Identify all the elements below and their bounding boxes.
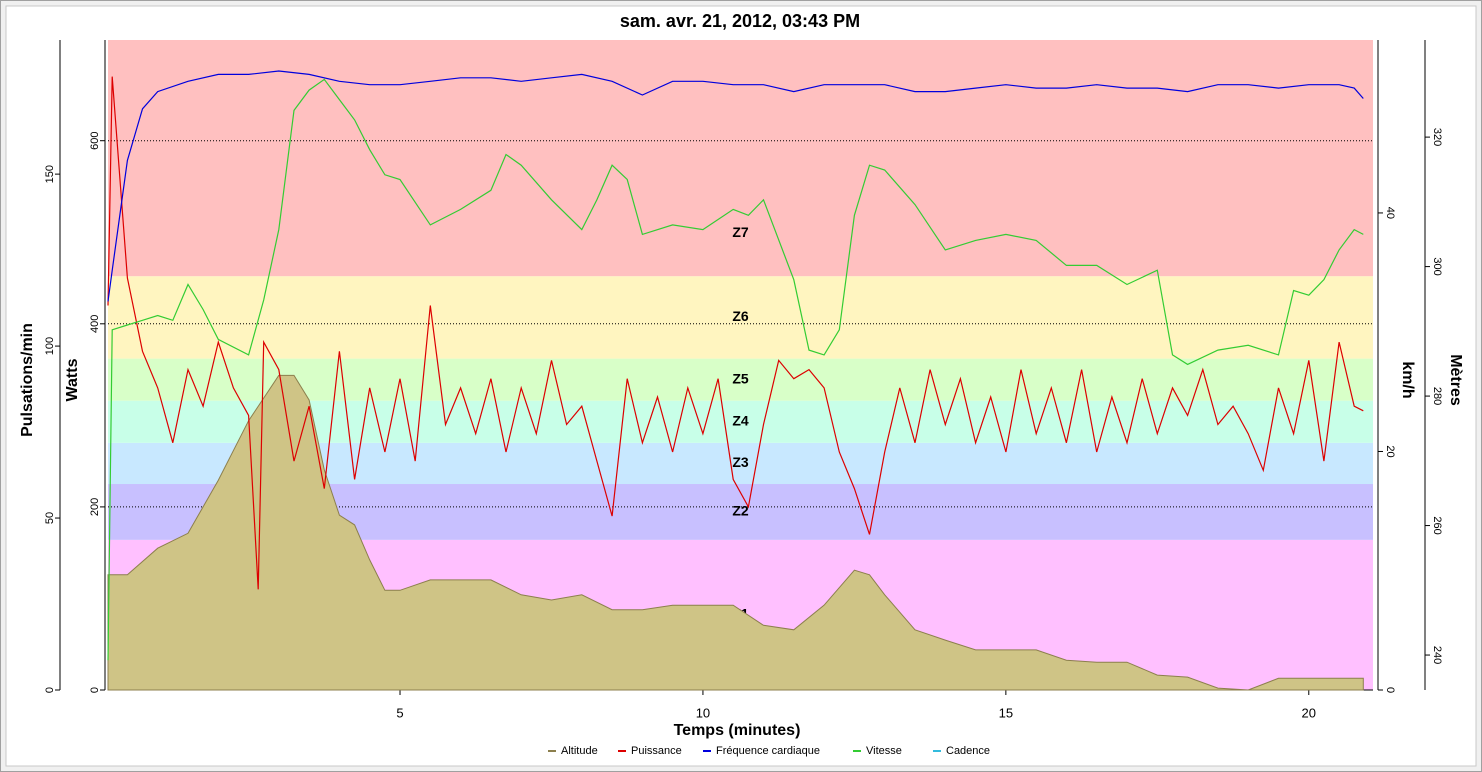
x-tick-label: 15: [999, 705, 1013, 720]
y-tick-label: 40: [1384, 207, 1396, 219]
zone-band: [108, 400, 1373, 443]
y-tick-label: 200: [89, 498, 101, 516]
y-axis-title: Watts: [64, 358, 81, 401]
x-tick-label: 10: [696, 705, 710, 720]
line: [107, 78, 1364, 661]
y-tick-label: 0: [1384, 687, 1396, 693]
y-axis-title: km/h: [1399, 361, 1416, 398]
line: [107, 76, 1364, 590]
zone-label: Z4: [732, 412, 749, 428]
y-tick-label: 600: [89, 132, 101, 150]
y-tick-label: 100: [44, 337, 56, 355]
line: [107, 70, 1364, 302]
zone-band: [108, 40, 1373, 277]
x-tick-label: 20: [1302, 705, 1316, 720]
zone-label: Z2: [732, 503, 749, 519]
y-tick-label: 0: [89, 687, 101, 693]
y-tick-label: 20: [1384, 445, 1396, 457]
area: [107, 374, 1364, 691]
y-tick-label: 400: [89, 315, 101, 333]
legend-label: Cadence: [946, 745, 990, 757]
y-tick-label: 320: [1431, 128, 1443, 146]
y-tick-label: 300: [1431, 257, 1443, 275]
y-axis-title: Pulsations/min: [19, 323, 36, 437]
zone-label: Z7: [732, 224, 749, 240]
zone-label: Z5: [732, 370, 749, 386]
zone-label: Z6: [732, 308, 749, 324]
legend-label: Altitude: [561, 745, 598, 757]
zone-band: [108, 276, 1373, 359]
x-tick-label: 5: [396, 705, 403, 720]
y-axis-title: Mètres: [1447, 354, 1464, 406]
y-tick-label: 240: [1431, 646, 1443, 664]
y-tick-label: 0: [44, 687, 56, 693]
legend-label: Puissance: [631, 745, 682, 757]
x-axis-title: Temps (minutes): [674, 722, 801, 739]
chart-title: sam. avr. 21, 2012, 03:43 PM: [620, 11, 860, 31]
zone-label: Z3: [732, 454, 749, 470]
legend-label: Fréquence cardiaque: [716, 745, 820, 757]
y-tick-label: 50: [44, 512, 56, 524]
y-tick-label: 280: [1431, 387, 1443, 405]
zone-band: [108, 358, 1373, 401]
y-tick-label: 150: [44, 165, 56, 183]
y-tick-label: 260: [1431, 516, 1443, 534]
legend-label: Vitesse: [866, 745, 902, 757]
